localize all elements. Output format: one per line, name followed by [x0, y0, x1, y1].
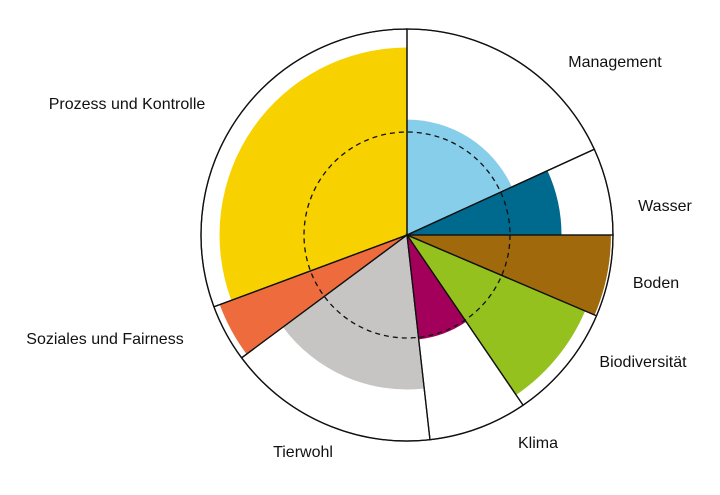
sector-wasser	[407, 170, 562, 235]
label-soziales-und-fairness: Soziales und Fairness	[26, 331, 183, 348]
label-group: Management Wasser Boden Biodiversität Kl…	[26, 54, 692, 461]
sector-management	[407, 119, 512, 235]
label-biodiversitaet: Biodiversität	[599, 354, 687, 371]
sector-biodiversitaet	[407, 235, 586, 395]
label-management: Management	[568, 54, 662, 71]
sector-klima	[407, 235, 467, 340]
label-prozess-und-kontrolle: Prozess und Kontrolle	[49, 96, 206, 113]
sector-boden	[407, 235, 611, 316]
label-wasser: Wasser	[638, 198, 692, 215]
label-tierwohl: Tierwohl	[273, 444, 333, 461]
label-boden: Boden	[633, 275, 679, 292]
sector-group	[219, 47, 611, 395]
outer-circle	[200, 28, 614, 442]
sector-soziales-und-fairness	[219, 235, 407, 355]
label-klima: Klima	[518, 435, 558, 452]
sector-prozess-und-kontrolle	[219, 47, 407, 301]
sector-tierwohl	[282, 235, 425, 390]
reference-circle	[303, 131, 511, 339]
